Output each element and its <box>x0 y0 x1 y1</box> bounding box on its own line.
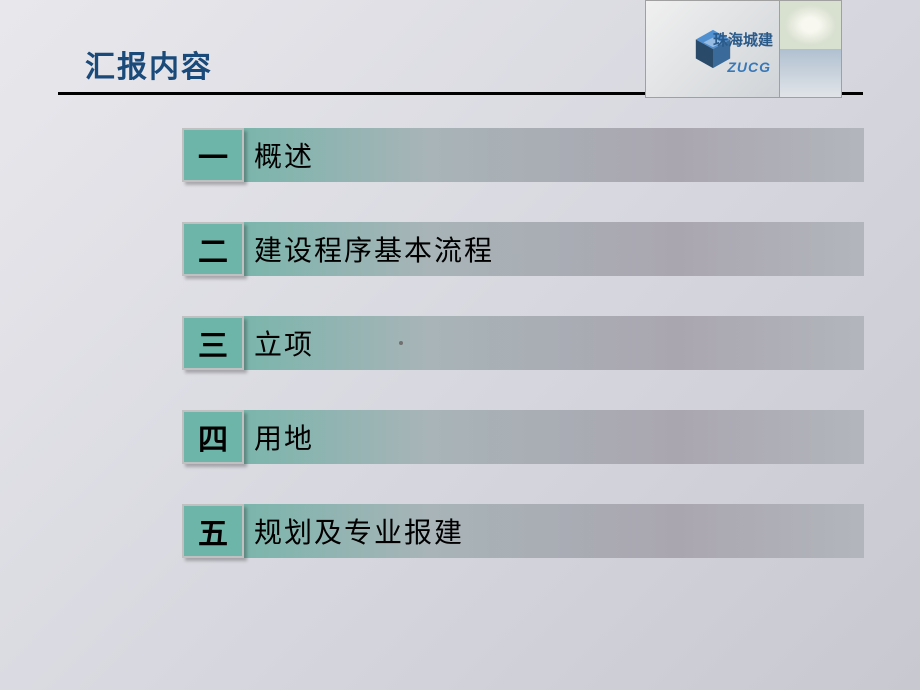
photo-bottom <box>780 49 841 97</box>
toc-list: 一 概述 二 建设程序基本流程 三 立项 四 用地 五 规划及专业报建 <box>182 128 864 598</box>
toc-item: 二 建设程序基本流程 <box>182 222 864 276</box>
toc-number: 三 <box>182 316 244 370</box>
center-dot-icon <box>399 341 403 345</box>
toc-number: 二 <box>182 222 244 276</box>
logo-photo-box <box>780 0 842 98</box>
toc-label: 建设程序基本流程 <box>242 222 864 276</box>
toc-number: 一 <box>182 128 244 182</box>
toc-item: 四 用地 <box>182 410 864 464</box>
toc-number: 四 <box>182 410 244 464</box>
toc-number: 五 <box>182 504 244 558</box>
toc-label: 规划及专业报建 <box>242 504 864 558</box>
header: 汇报内容 珠海城建 ZUCG <box>0 0 920 100</box>
logo-brand-text: 珠海城建 <box>713 33 773 48</box>
logo-brand-sub: ZUCG <box>727 59 771 75</box>
toc-label: 概述 <box>242 128 864 182</box>
toc-item: 五 规划及专业报建 <box>182 504 864 558</box>
toc-item: 三 立项 <box>182 316 864 370</box>
logo-area: 珠海城建 ZUCG <box>645 0 920 102</box>
toc-label: 立项 <box>242 316 864 370</box>
page-title: 汇报内容 <box>85 42 213 86</box>
logo-box: 珠海城建 ZUCG <box>645 0 780 98</box>
toc-item: 一 概述 <box>182 128 864 182</box>
toc-label: 用地 <box>242 410 864 464</box>
photo-top <box>780 1 841 49</box>
